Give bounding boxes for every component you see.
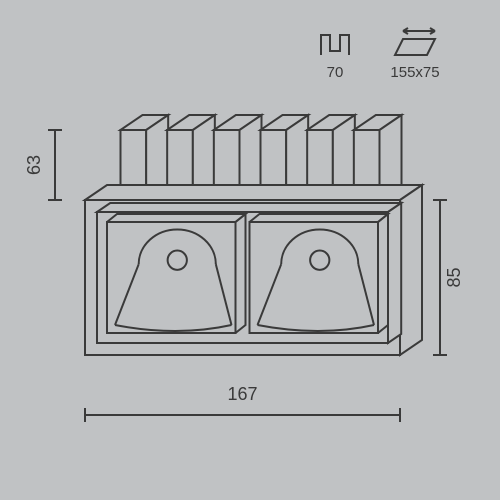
height-dimension-label: 85 (444, 267, 464, 287)
cutout-dimension-label: 70 (327, 64, 344, 81)
depth-dimension-label: 63 (24, 155, 44, 175)
technical-drawing: 70 155x75 167 85 63 (0, 0, 500, 500)
box-dimension-label: 155x75 (390, 64, 439, 81)
width-dimension-label: 167 (227, 384, 257, 404)
